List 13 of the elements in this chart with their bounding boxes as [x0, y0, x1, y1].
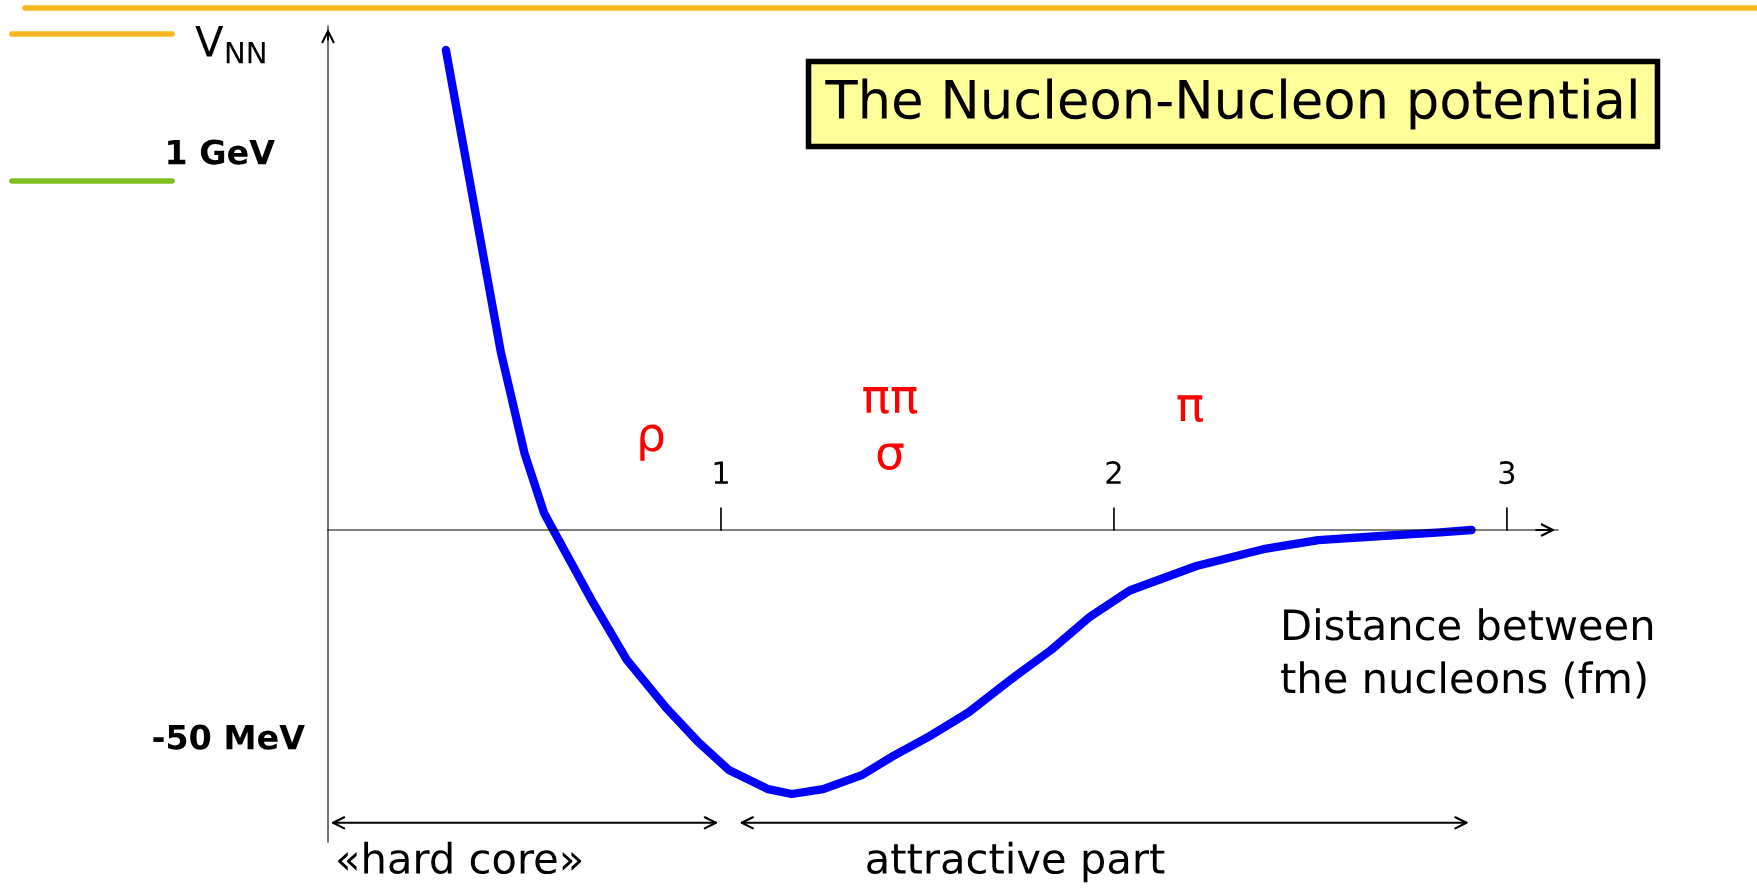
y-axis-title: V$_{NN}$ [195, 26, 265, 64]
x-tick-label: 1 [714, 461, 728, 484]
annotation: π [1177, 395, 1203, 422]
annotation: ππ σ [863, 386, 918, 470]
text: «hard core» [338, 841, 582, 875]
text: attractive part [867, 841, 1165, 883]
text: 1 GeV [168, 139, 275, 165]
x-axis-title: Distance between the nucleons (fm) [1281, 608, 1653, 699]
x-tick-label: 2 [1106, 461, 1121, 484]
text: -50 MeV [153, 724, 305, 750]
annotation: ρ [640, 424, 664, 461]
x-tick-label: 3 [1499, 461, 1515, 485]
text: The Nucleon-Nucleon potential [825, 78, 1636, 130]
